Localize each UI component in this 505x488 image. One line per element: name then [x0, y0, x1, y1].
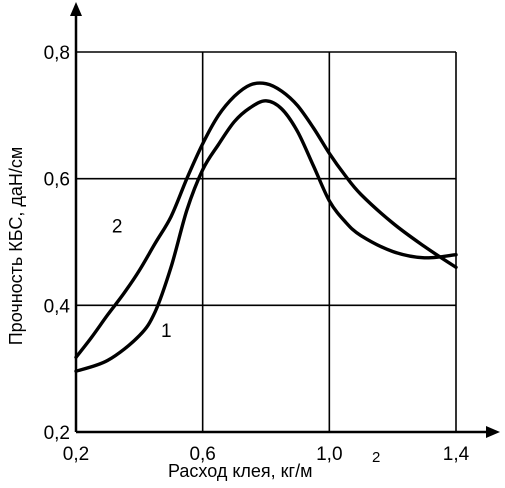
x-tick-label: 1,0	[316, 444, 342, 465]
curve-label: 2	[112, 217, 123, 238]
y-tick-labels: 0,2 0,4 0,6 0,8	[44, 43, 71, 444]
y-tick-label: 0,6	[44, 170, 70, 191]
x-axis-title: Расход клея, кг/м	[168, 461, 313, 481]
curve-labels: 12	[112, 217, 172, 343]
curve-label: 1	[161, 321, 172, 342]
x-axis-title-text: Расход клея, кг/м	[168, 461, 313, 481]
grid	[76, 51, 457, 432]
y-tick-label: 0,4	[44, 296, 71, 317]
series-line-2	[74, 81, 458, 359]
x-tick-labels: 0,2 0,6 1,0 1,4	[63, 444, 470, 465]
x-tick-label: 1,4	[443, 444, 470, 465]
x-axis-title-superscript: 2	[372, 449, 380, 466]
y-axis-arrow-icon	[70, 2, 82, 16]
series-line-1	[74, 99, 458, 373]
y-axis-title: Прочность КБС, даН/см	[6, 147, 26, 346]
y-tick-label: 0,8	[44, 43, 70, 64]
x-tick-label: 0,2	[63, 444, 89, 465]
y-tick-label: 0,2	[44, 423, 70, 444]
series	[74, 81, 458, 373]
x-axis-arrow-icon	[486, 426, 500, 438]
x-tick-label: 0,6	[189, 444, 215, 465]
axes	[70, 2, 500, 438]
